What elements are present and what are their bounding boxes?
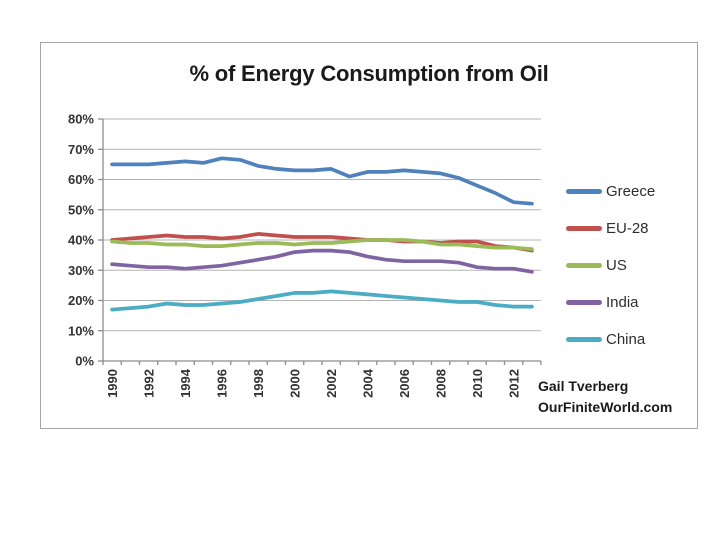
x-axis-label: 2008: [434, 369, 449, 398]
legend-label-greece: Greece: [606, 182, 656, 200]
chart-title: % of Energy Consumption from Oil: [189, 61, 549, 86]
legend-label-us: US: [606, 256, 627, 274]
x-axis-label: 1994: [178, 368, 193, 398]
y-axis-label: 70%: [68, 142, 94, 157]
attribution: Gail Tverberg OurFiniteWorld.com: [538, 376, 698, 418]
y-axis-label: 60%: [68, 172, 94, 187]
china-line-swatch-icon: [566, 336, 602, 342]
legend-label-eu28: EU-28: [606, 219, 649, 237]
y-axis-label: 10%: [68, 323, 94, 338]
plot-area: 0% 10% 20% 30% 40% 50% 60% 70% 80% 1990 1992 1994 19…: [68, 112, 542, 398]
x-axis-label: 1992: [142, 369, 157, 398]
india-line-swatch-icon: [566, 299, 602, 305]
series-line-india: [110, 248, 534, 274]
chart-frame: 0% 10% 20% 30% 40% 50% 60% 70% 80% 1990 1992 1994 19…: [40, 42, 698, 429]
y-axis-label: 0%: [75, 354, 94, 369]
legend-entry-china: China: [566, 328, 655, 350]
x-axis-label: 2000: [288, 369, 303, 398]
legend-entry-india: India: [566, 291, 655, 313]
eu28-line-swatch-icon: [566, 225, 602, 231]
x-axis-label: 2006: [397, 369, 412, 398]
attribution-site: OurFiniteWorld.com: [538, 399, 673, 415]
legend-label-india: India: [606, 293, 639, 311]
legend-entry-us: US: [566, 254, 655, 276]
y-axis-label: 80%: [68, 112, 94, 127]
y-axis-label: 40%: [68, 233, 94, 248]
x-axis-label: 2010: [470, 369, 485, 398]
legend-label-china: China: [606, 330, 646, 348]
legend: Greece EU-28 US India China: [566, 180, 655, 350]
attribution-author: Gail Tverberg: [538, 378, 629, 394]
x-axis-label: 2004: [361, 368, 376, 398]
series-line-eu-28: [110, 232, 534, 253]
x-axis-label: 2002: [324, 369, 339, 398]
y-axis-label: 20%: [68, 293, 94, 308]
greece-line-swatch-icon: [566, 188, 602, 194]
y-axis-label: 30%: [68, 263, 94, 278]
legend-entry-eu28: EU-28: [566, 217, 655, 239]
y-axis-label: 50%: [68, 202, 94, 217]
x-axis-label: 1996: [215, 369, 230, 398]
legend-entry-greece: Greece: [566, 180, 655, 202]
series-line-us: [110, 238, 534, 251]
x-axis-label: 1998: [251, 369, 266, 398]
series-line-china: [110, 289, 534, 312]
us-line-swatch-icon: [566, 262, 602, 268]
series-line-greece: [110, 156, 534, 206]
x-axis-label: 1990: [105, 369, 120, 398]
x-axis-label: 2012: [507, 369, 522, 398]
